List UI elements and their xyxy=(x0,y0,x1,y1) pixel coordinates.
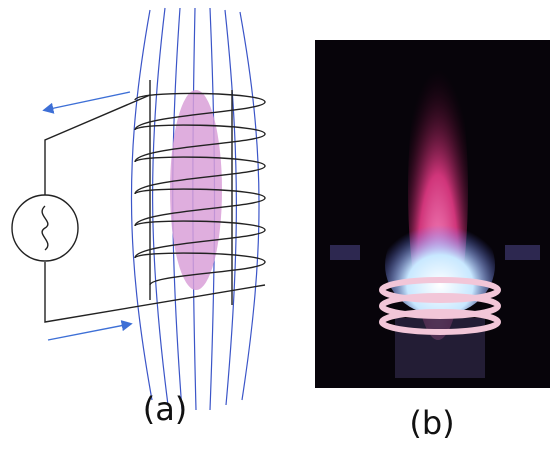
panel-label: (a) xyxy=(143,390,188,428)
figure: (a) (b) xyxy=(0,0,550,454)
diagram-a xyxy=(12,8,265,410)
wire xyxy=(45,95,150,195)
background-object xyxy=(330,245,360,260)
current-arrow xyxy=(45,92,130,110)
torch-base xyxy=(395,318,485,378)
current-arrow xyxy=(48,324,130,340)
panel-label: (b) xyxy=(409,404,454,442)
photo-b xyxy=(315,40,550,388)
background-object xyxy=(505,245,540,260)
